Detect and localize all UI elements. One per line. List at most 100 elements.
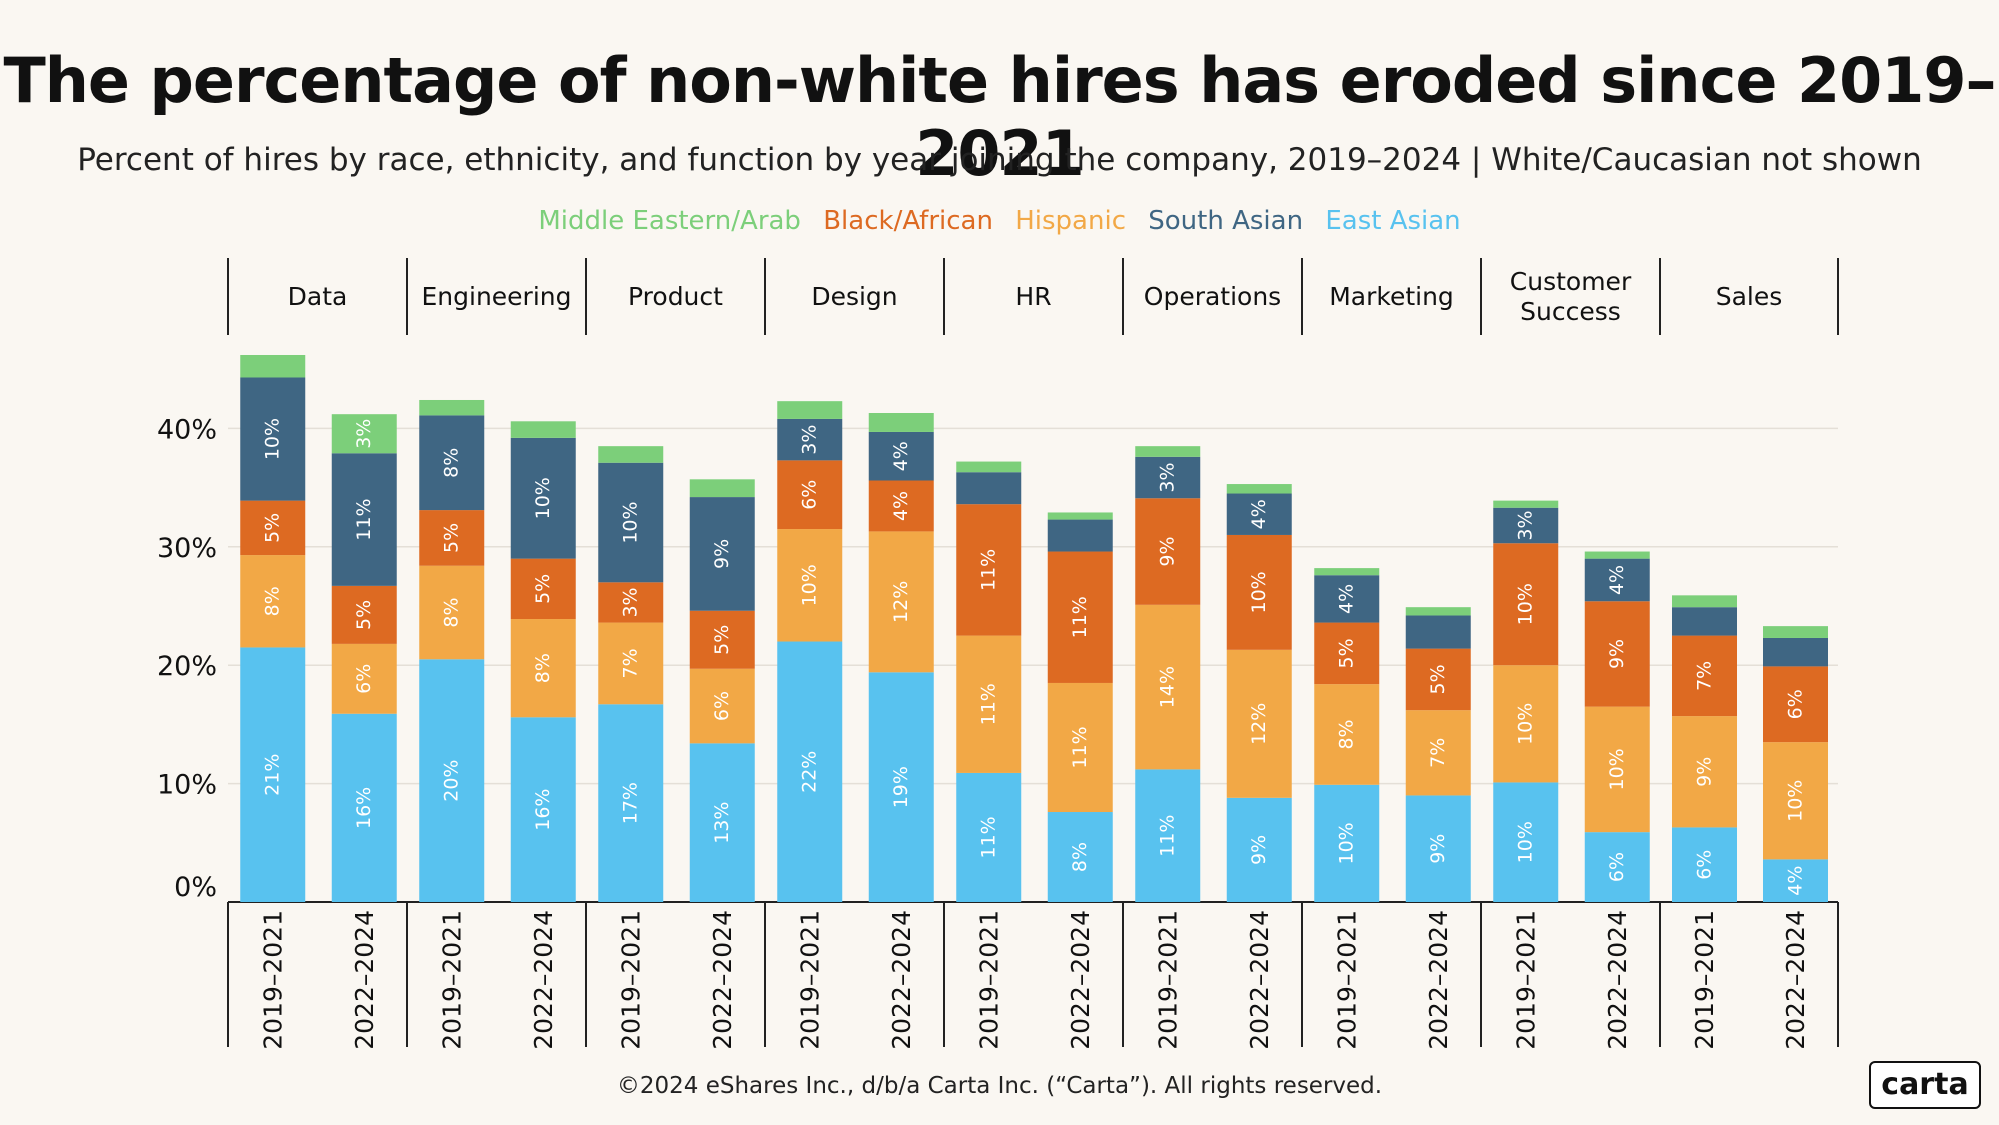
- data-label-data-2022-2024-south-asian: 11%: [353, 498, 375, 540]
- x-tick-label-period: 2022–2024: [1424, 910, 1453, 1050]
- data-label-hr-2022-2024-black-african: 11%: [1069, 596, 1091, 638]
- bar-operations-2022-2024-east-asian: [1226, 797, 1292, 902]
- data-label-marketing-2019-2021-hispanic: 8%: [1336, 719, 1358, 749]
- data-label-operations-2019-2021-hispanic: 14%: [1157, 666, 1179, 708]
- bar-customer-success-2019-2021-black-african: [1493, 543, 1559, 666]
- x-tick-label-period: 2019–2021: [795, 910, 824, 1050]
- bar-engineering-2019-2021-hispanic: [419, 565, 485, 660]
- data-label-product-2022-2024-east-asian: 13%: [711, 802, 733, 844]
- bar-product-2019-2021-east-asian: [598, 704, 664, 902]
- y-tick-label: 30%: [157, 533, 217, 564]
- x-tick-label-period: 2022–2024: [1603, 910, 1632, 1050]
- bar-design-2022-2024-south-asian: [868, 431, 934, 481]
- bar-data-2022-2024-middle-eastern-arab: [331, 414, 397, 454]
- data-label-product-2022-2024-south-asian: 9%: [711, 539, 733, 569]
- bar-hr-2022-2024-east-asian: [1047, 812, 1113, 902]
- data-label-sales-2022-2024-east-asian: 4%: [1785, 866, 1807, 896]
- data-label-design-2019-2021-south-asian: 3%: [799, 425, 821, 455]
- group-label-sales: Sales: [1716, 282, 1783, 311]
- bar-design-2019-2021-south-asian: [777, 418, 843, 461]
- bar-engineering-2019-2021-east-asian: [419, 659, 485, 902]
- chart-title: The percentage of non-white hires has er…: [3, 44, 1996, 190]
- group-label-hr: HR: [1015, 282, 1051, 311]
- data-label-operations-2022-2024-hispanic: 12%: [1248, 703, 1270, 745]
- group-label-customer-success-line2: Success: [1520, 297, 1621, 326]
- data-label-engineering-2022-2024-east-asian: 16%: [532, 789, 554, 831]
- bar-engineering-2019-2021-middle-eastern-arab: [419, 399, 485, 416]
- bar-data-2022-2024-hispanic: [331, 643, 397, 714]
- bar-marketing-2022-2024-east-asian: [1405, 795, 1471, 902]
- bar-product-2022-2024-middle-eastern-arab: [689, 479, 755, 498]
- bar-design-2019-2021-middle-eastern-arab: [777, 401, 843, 419]
- bar-engineering-2022-2024-south-asian: [510, 437, 576, 559]
- bar-hr-2022-2024-hispanic: [1047, 682, 1113, 813]
- data-label-hr-2019-2021-east-asian: 11%: [978, 816, 1000, 858]
- bar-product-2019-2021-hispanic: [598, 622, 664, 705]
- bar-product-2019-2021-middle-eastern-arab: [598, 446, 664, 463]
- bar-sales-2019-2021-hispanic: [1672, 716, 1737, 828]
- data-label-customer-success-2022-2024-black-african: 9%: [1606, 639, 1628, 669]
- data-label-customer-success-2022-2024-hispanic: 10%: [1606, 748, 1628, 790]
- bar-design-2022-2024-black-african: [868, 480, 934, 532]
- bar-operations-2022-2024-black-african: [1226, 534, 1292, 650]
- bar-operations-2019-2021-south-asian: [1135, 456, 1201, 499]
- y-tick-label: 20%: [157, 651, 217, 682]
- data-label-marketing-2019-2021-east-asian: 10%: [1336, 822, 1358, 864]
- bar-operations-2022-2024-hispanic: [1226, 649, 1292, 798]
- bar-operations-2022-2024-south-asian: [1226, 493, 1292, 535]
- data-label-sales-2019-2021-east-asian: 6%: [1694, 850, 1716, 880]
- x-tick-label-period: 2019–2021: [1511, 910, 1540, 1050]
- y-tick-label: 40%: [157, 414, 217, 445]
- group-label-operations: Operations: [1144, 282, 1281, 311]
- data-label-operations-2019-2021-black-african: 9%: [1157, 536, 1179, 566]
- x-tick-label-period: 2022–2024: [1245, 910, 1274, 1050]
- data-label-product-2019-2021-black-african: 3%: [620, 587, 642, 617]
- data-label-marketing-2019-2021-south-asian: 4%: [1336, 584, 1358, 614]
- bar-design-2019-2021-black-african: [777, 460, 843, 530]
- legend: Middle Eastern/Arab Black/African Hispan…: [0, 206, 1999, 236]
- data-label-engineering-2022-2024-hispanic: 8%: [532, 653, 554, 683]
- legend-item-south-asian: South Asian: [1148, 206, 1304, 236]
- bar-sales-2019-2021-black-african: [1672, 635, 1737, 717]
- bar-sales-2019-2021-south-asian: [1672, 607, 1737, 636]
- data-label-customer-success-2019-2021-black-african: 10%: [1515, 583, 1537, 625]
- data-label-sales-2022-2024-black-african: 6%: [1785, 689, 1807, 719]
- x-tick-label-period: 2019–2021: [1690, 910, 1719, 1050]
- x-tick-label-period: 2019–2021: [974, 910, 1003, 1050]
- bar-sales-2022-2024-middle-eastern-arab: [1763, 626, 1828, 638]
- legend-item-hispanic: Hispanic: [1015, 206, 1126, 236]
- bar-data-2022-2024-south-asian: [331, 453, 397, 586]
- bar-operations-2019-2021-middle-eastern-arab: [1135, 446, 1201, 457]
- data-label-design-2022-2024-black-african: 4%: [890, 491, 912, 521]
- data-label-design-2019-2021-black-african: 6%: [799, 480, 821, 510]
- data-label-engineering-2019-2021-east-asian: 20%: [441, 760, 463, 802]
- data-label-data-2022-2024-black-african: 5%: [353, 600, 375, 630]
- data-label-design-2022-2024-south-asian: 4%: [890, 441, 912, 471]
- data-label-sales-2022-2024-hispanic: 10%: [1785, 780, 1807, 822]
- data-label-data-2022-2024-east-asian: 16%: [353, 787, 375, 829]
- chart-subtitle: Percent of hires by race, ethnicity, and…: [77, 142, 1922, 178]
- group-label-product: Product: [628, 282, 723, 311]
- bar-marketing-2019-2021-south-asian: [1314, 575, 1380, 623]
- data-label-marketing-2022-2024-east-asian: 9%: [1427, 834, 1449, 864]
- bar-engineering-2022-2024-middle-eastern-arab: [510, 421, 576, 438]
- data-label-engineering-2022-2024-south-asian: 10%: [532, 477, 554, 519]
- x-tick-label-period: 2022–2024: [529, 910, 558, 1050]
- x-tick-label-period: 2019–2021: [437, 910, 466, 1050]
- bar-hr-2019-2021-east-asian: [956, 772, 1022, 902]
- x-tick-label-period: 2022–2024: [887, 910, 916, 1050]
- data-label-hr-2019-2021-black-african: 11%: [978, 549, 1000, 591]
- legend-item-black-african: Black/African: [823, 206, 993, 236]
- bar-sales-2022-2024-hispanic: [1763, 742, 1828, 860]
- data-label-engineering-2019-2021-hispanic: 8%: [441, 597, 463, 627]
- copyright-footer: ©2024 eShares Inc., d/b/a Carta Inc. (“C…: [616, 1073, 1383, 1099]
- bar-customer-success-2019-2021-south-asian: [1493, 507, 1559, 544]
- bar-customer-success-2022-2024-east-asian: [1584, 832, 1650, 902]
- data-label-product-2019-2021-east-asian: 17%: [620, 782, 642, 824]
- x-tick-label-period: 2022–2024: [1781, 910, 1810, 1050]
- bar-engineering-2022-2024-black-african: [510, 558, 576, 620]
- bar-product-2022-2024-south-asian: [689, 497, 755, 611]
- data-label-data-2022-2024-middle-eastern-arab: 3%: [353, 419, 375, 449]
- data-label-engineering-2019-2021-south-asian: 8%: [441, 448, 463, 478]
- bar-operations-2019-2021-hispanic: [1135, 604, 1201, 770]
